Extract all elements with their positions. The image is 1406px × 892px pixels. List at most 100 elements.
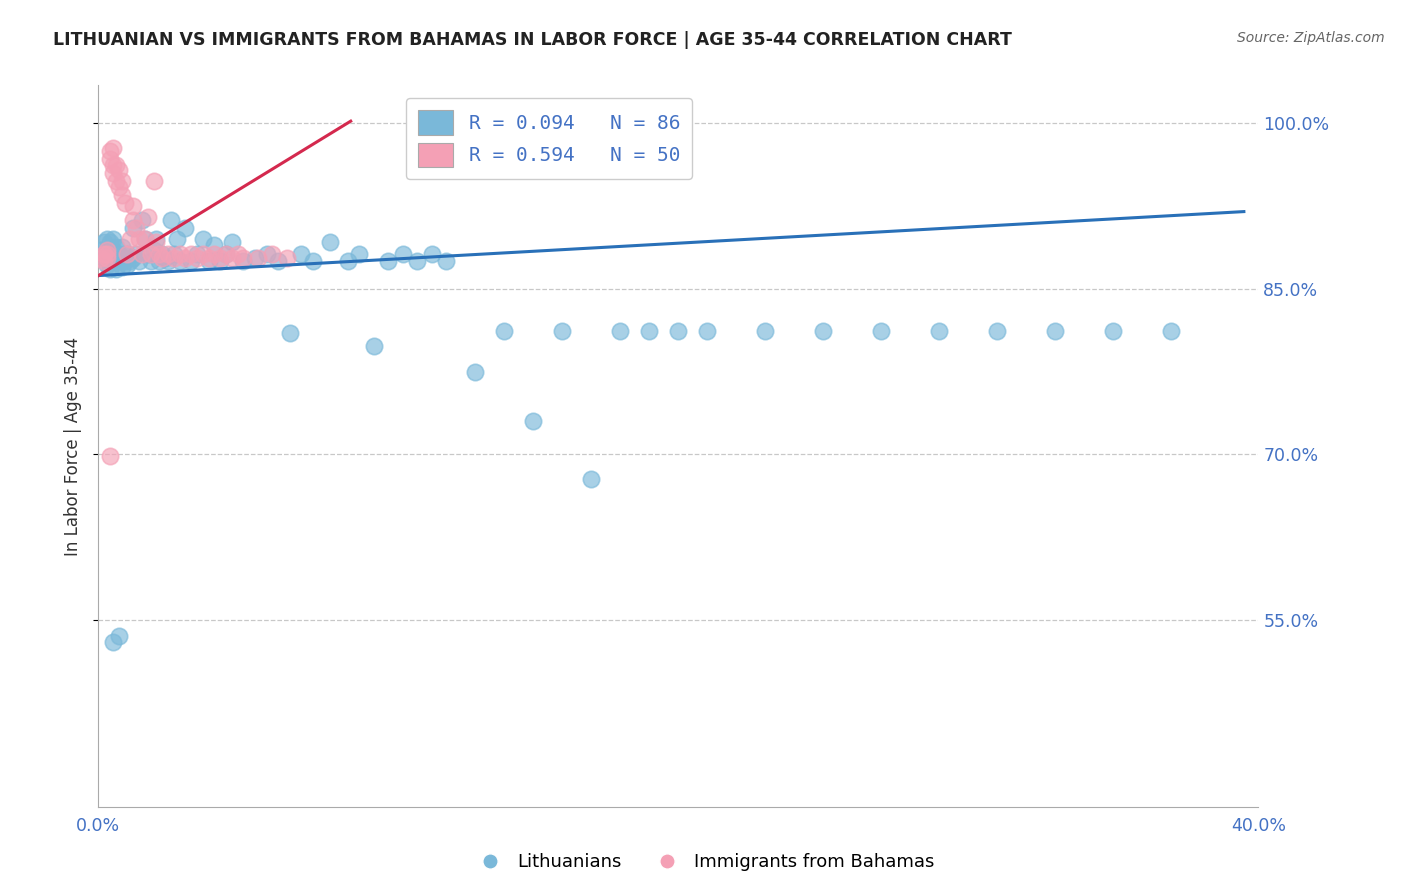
Point (160, 213, 183, 227)
Point (609, 324, 631, 338)
Point (336, 254, 359, 268)
Point (117, 258, 139, 272)
Point (551, 324, 574, 338)
Point (107, 629, 129, 643)
Point (666, 324, 689, 338)
Point (232, 251, 254, 265)
Point (754, 324, 776, 338)
Point (221, 251, 243, 265)
Point (114, 251, 136, 265)
Point (232, 254, 254, 268)
Point (290, 246, 312, 260)
Point (145, 232, 167, 246)
Point (186, 246, 208, 260)
Point (276, 251, 298, 265)
Point (101, 166, 124, 180)
Point (319, 235, 342, 250)
Point (377, 254, 399, 268)
Point (117, 246, 139, 260)
Point (93, 254, 115, 268)
Point (204, 237, 226, 252)
Point (101, 243, 124, 257)
Point (928, 324, 950, 338)
Point (96, 251, 118, 265)
Point (134, 232, 156, 246)
Point (93, 246, 115, 260)
Point (145, 235, 167, 250)
Point (163, 251, 186, 265)
Point (122, 221, 145, 235)
Point (101, 158, 124, 172)
Point (522, 414, 544, 428)
Point (180, 254, 202, 268)
Point (101, 232, 124, 246)
Point (101, 635, 124, 649)
Point (98, 262, 121, 277)
Point (111, 260, 132, 274)
Point (169, 254, 191, 268)
Point (120, 254, 142, 268)
Point (104, 174, 127, 188)
Point (93, 251, 115, 265)
Point (104, 158, 127, 172)
Point (122, 213, 145, 227)
Point (246, 251, 269, 265)
Point (96, 246, 118, 260)
Point (581, 471, 603, 485)
Point (111, 240, 132, 254)
Point (101, 254, 124, 268)
Point (101, 140, 124, 154)
Point (169, 246, 191, 260)
Point (139, 254, 162, 268)
Point (107, 254, 129, 268)
Point (494, 324, 516, 338)
Point (122, 199, 145, 213)
Point (96, 243, 118, 257)
Point (349, 246, 371, 260)
Point (139, 246, 162, 260)
Point (90, 243, 112, 257)
Point (114, 195, 136, 210)
Point (1160, 324, 1182, 338)
Point (204, 246, 226, 260)
Point (278, 326, 301, 340)
Point (98, 249, 121, 263)
Point (107, 162, 129, 177)
Point (150, 246, 173, 260)
Point (1102, 324, 1125, 338)
Point (131, 246, 153, 260)
Point (174, 251, 197, 265)
Point (148, 246, 170, 260)
Point (180, 246, 202, 260)
Point (142, 174, 165, 188)
Point (107, 180, 129, 194)
Point (131, 213, 153, 227)
Point (256, 246, 278, 260)
Point (186, 251, 208, 265)
Point (93, 235, 115, 250)
Point (128, 254, 150, 268)
Point (142, 243, 165, 257)
Point (104, 262, 127, 277)
Point (98, 450, 121, 464)
Point (363, 339, 385, 353)
Point (464, 365, 486, 379)
Point (191, 246, 214, 260)
Point (122, 251, 145, 265)
Point (153, 251, 176, 265)
Point (148, 254, 170, 268)
Y-axis label: In Labor Force | Age 35-44: In Labor Force | Age 35-44 (65, 336, 83, 556)
Point (136, 210, 159, 224)
Text: Source: ZipAtlas.com: Source: ZipAtlas.com (1237, 31, 1385, 45)
Point (104, 240, 127, 254)
Point (209, 254, 232, 268)
Point (302, 254, 325, 268)
Point (986, 324, 1008, 338)
Point (197, 254, 219, 268)
Point (134, 232, 156, 246)
Point (120, 232, 142, 246)
Point (870, 324, 893, 338)
Point (1045, 324, 1067, 338)
Text: LITHUANIAN VS IMMIGRANTS FROM BAHAMAS IN LABOR FORCE | AGE 35-44 CORRELATION CHA: LITHUANIAN VS IMMIGRANTS FROM BAHAMAS IN… (53, 31, 1012, 49)
Point (267, 254, 290, 268)
